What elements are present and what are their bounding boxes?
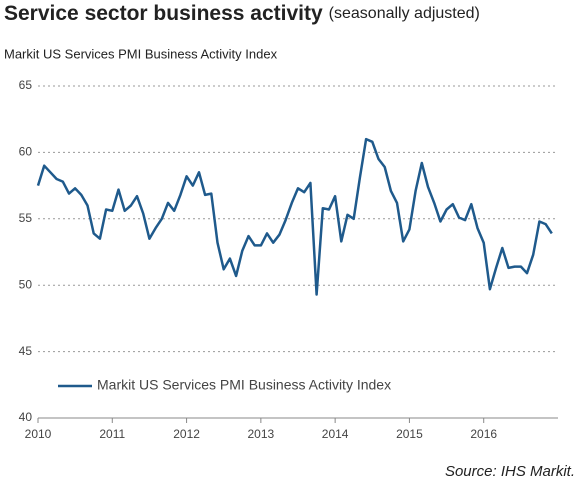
x-tick-label: 2010 [25, 427, 52, 441]
x-tick-label: 2013 [248, 427, 275, 441]
title-main: Service sector business activity [4, 2, 323, 25]
y-tick-label: 50 [19, 277, 33, 291]
y-tick-label: 40 [19, 410, 33, 424]
y-tick-label: 65 [19, 78, 33, 92]
subtitle: Markit US Services PMI Business Activity… [4, 46, 278, 61]
x-tick-label: 2014 [322, 427, 349, 441]
x-tick-label: 2011 [99, 427, 125, 441]
y-tick-label: 45 [19, 344, 33, 358]
line-series [36, 137, 553, 296]
y-tick-label: 55 [19, 211, 33, 225]
x-tick-label: 2012 [173, 427, 200, 441]
x-tick-label: 2015 [396, 427, 423, 441]
legend-label: Markit US Services PMI Business Activity… [97, 377, 391, 393]
y-tick-label: 60 [19, 145, 33, 159]
x-tick-label: 2016 [470, 427, 497, 441]
title-note: (seasonally adjusted) [329, 5, 480, 22]
chart-title: Service sector business activity (seasona… [4, 2, 480, 25]
source: Source: IHS Markit. [445, 463, 575, 480]
